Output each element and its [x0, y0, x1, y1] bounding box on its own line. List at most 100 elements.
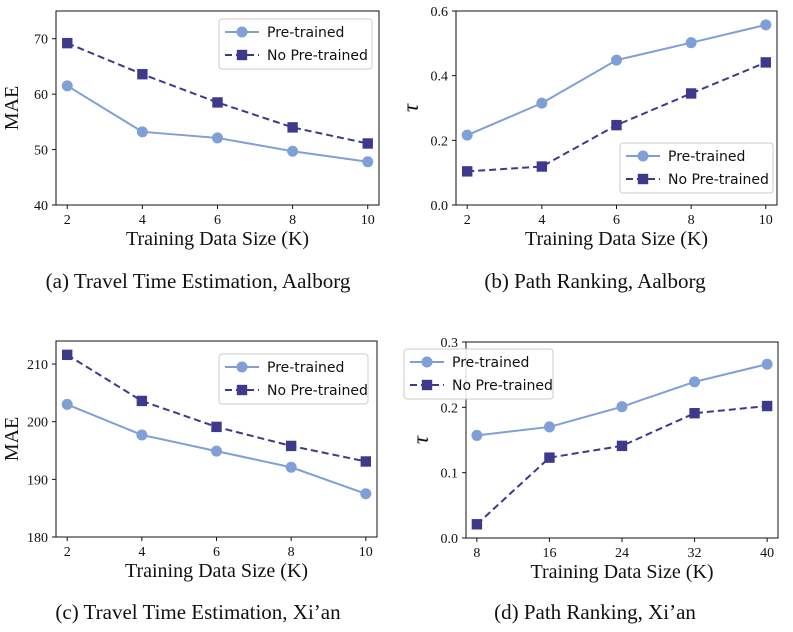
data-point-pretrained-d — [689, 376, 701, 388]
x-tick-label-b: 4 — [538, 213, 545, 228]
data-point-pretrained-b — [536, 97, 548, 109]
data-point-pretrained-c — [211, 445, 222, 457]
y-tick-label-c: 190 — [27, 473, 48, 488]
data-point-pretrained-a — [362, 156, 374, 168]
series-line-nopretrained-d — [476, 405, 768, 526]
x-tick-label-d: 24 — [615, 546, 629, 561]
x-tick-label-a: 6 — [214, 213, 221, 228]
legend-marker-pretrained-c — [236, 361, 248, 373]
y-tick-label-b: 0.0 — [431, 199, 449, 214]
chart-panel-d: 8 16 24 32 40 0.0 0.1 0.2 0.3 Training Data Size … — [403, 336, 779, 583]
x-axis-title-b: Training Data Size (K) — [525, 228, 708, 250]
x-tick-label-b: 10 — [759, 213, 773, 228]
x-axis-title-a: Training Data Size (K) — [126, 228, 309, 250]
data-point-nopretrained-d — [689, 408, 700, 419]
x-tick-label-a: 8 — [289, 213, 296, 228]
legend-marker-nopretrained-c — [236, 384, 248, 396]
legend-marker-nopretrained-b — [637, 173, 649, 185]
data-point-pretrained-c — [61, 398, 73, 410]
x-tick-label-b: 6 — [613, 213, 620, 228]
data-point-nopretrained-b — [461, 166, 473, 177]
series-line-pretrained-b — [466, 23, 767, 137]
x-tick-label-b: 2 — [464, 213, 471, 228]
y-axis-title-a: MAE — [1, 86, 23, 130]
data-point-nopretrained-d — [616, 440, 628, 452]
data-point-nopretrained-d — [761, 400, 773, 412]
y-tick-label-a: 40 — [34, 199, 48, 214]
legend-marker-nopretrained-d — [421, 379, 433, 391]
y-axis-title-d: τ — [408, 435, 433, 444]
legend-label-pretrained-c: Pre-trained — [267, 360, 344, 376]
y-tick-label-b: 0.6 — [431, 5, 449, 20]
caption-c: (c) Travel Time Estimation, Xi’an — [55, 600, 341, 624]
x-tick-label-d: 8 — [473, 546, 480, 561]
data-point-pretrained-d — [471, 429, 483, 441]
data-point-pretrained-a — [136, 126, 148, 138]
y-tick-label-b: 0.2 — [431, 134, 449, 149]
series-line-pretrained-a — [66, 84, 368, 163]
y-axis-title-c: MAE — [1, 417, 23, 461]
x-tick-label-c: 4 — [138, 545, 145, 560]
caption-a: (a) Travel Time Estimation, Aalborg — [45, 269, 351, 293]
data-point-nopretrained-c — [285, 440, 297, 452]
legend-marker-pretrained-b — [637, 150, 649, 162]
data-point-nopretrained-b — [685, 88, 697, 99]
data-point-nopretrained-c — [360, 456, 372, 467]
x-tick-label-a: 10 — [361, 213, 375, 228]
data-point-nopretrained-c — [61, 349, 73, 361]
x-tick-label-c: 10 — [359, 545, 373, 560]
data-point-nopretrained-a — [62, 37, 73, 49]
data-point-pretrained-a — [287, 145, 299, 157]
legend-label-nopretrained-b: No Pre-trained — [668, 172, 769, 188]
data-point-pretrained-a — [61, 80, 73, 92]
data-point-nopretrained-a — [362, 138, 373, 149]
caption-d: (d) Path Ranking, Xi’an — [494, 600, 696, 624]
data-point-pretrained-b — [611, 54, 622, 66]
chart-panel-a: 2 4 6 8 10 40 50 60 70 Training Data Size (K) MAE P… — [1, 10, 380, 250]
data-point-pretrained-b — [760, 19, 772, 31]
x-tick-label-a: 4 — [139, 213, 146, 228]
y-tick-label-d: 0.3 — [441, 336, 459, 351]
x-tick-label-d: 40 — [760, 546, 774, 561]
legend-label-pretrained-b: Pre-trained — [668, 149, 745, 165]
x-tick-label-c: 8 — [288, 545, 295, 560]
data-point-nopretrained-a — [212, 97, 223, 108]
data-point-pretrained-c — [360, 488, 372, 500]
legend-label-pretrained-d: Pre-trained — [452, 355, 529, 371]
legend-marker-pretrained-d — [421, 356, 433, 368]
legend-marker-nopretrained-a — [236, 49, 248, 61]
data-point-pretrained-d — [761, 358, 773, 370]
y-tick-label-c: 180 — [27, 531, 48, 546]
x-axis-title-d: Training Data Size (K) — [530, 561, 713, 583]
y-tick-label-b: 0.4 — [431, 70, 449, 85]
data-point-nopretrained-d — [544, 452, 555, 463]
data-point-nopretrained-a — [287, 122, 298, 133]
data-point-pretrained-a — [212, 132, 223, 144]
y-tick-label-a: 70 — [34, 33, 48, 48]
data-point-pretrained-d — [616, 401, 628, 413]
chart-panel-b: 2 4 6 8 10 0.0 0.2 0.4 0.6 Training Data Size (K)… — [398, 5, 778, 250]
data-point-pretrained-c — [285, 461, 297, 473]
y-tick-label-c: 210 — [27, 358, 48, 373]
y-axis-title-b: τ — [398, 103, 423, 112]
series-line-nopretrained-a — [66, 42, 368, 145]
data-point-nopretrained-b — [536, 161, 548, 172]
data-point-pretrained-b — [685, 37, 697, 49]
y-tick-label-d: 0.1 — [441, 467, 459, 482]
chart-panel-c: 2 4 6 8 10 180 190 200 210 Training Data Size (K)… — [1, 340, 378, 582]
legend-label-nopretrained-a: No Pre-trained — [267, 48, 368, 64]
data-point-nopretrained-c — [136, 395, 148, 407]
x-axis-title-c: Training Data Size (K) — [125, 560, 308, 582]
data-point-nopretrained-b — [611, 119, 622, 131]
y-tick-label-c: 200 — [27, 416, 48, 431]
data-point-nopretrained-c — [211, 421, 222, 433]
y-tick-label-a: 50 — [34, 144, 48, 159]
data-point-pretrained-b — [461, 129, 473, 141]
x-tick-label-c: 2 — [64, 545, 71, 560]
x-tick-label-d: 32 — [688, 546, 702, 561]
data-point-nopretrained-a — [137, 68, 148, 80]
legend-label-pretrained-a: Pre-trained — [267, 25, 344, 41]
x-tick-label-b: 8 — [688, 213, 695, 228]
legend-label-nopretrained-c: No Pre-trained — [267, 383, 368, 399]
